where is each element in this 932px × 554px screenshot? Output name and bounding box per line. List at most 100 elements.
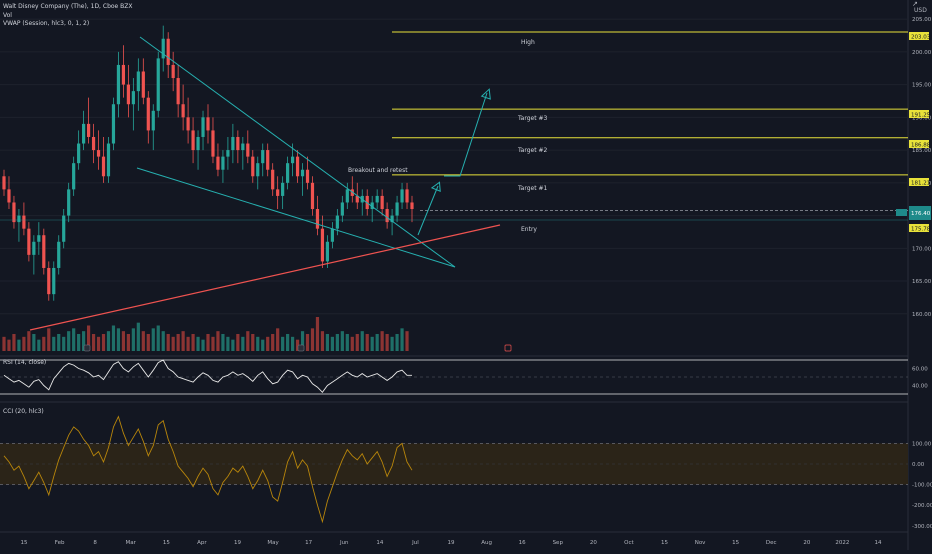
vwap-legend[interactable]: VWAP (Session, hlc3, 0, 1, 2)	[3, 20, 90, 27]
cci-axis: 100.00 0.00 -100.00 -200.00 -300.00	[912, 441, 932, 529]
volume-bar	[32, 334, 36, 351]
candle-body	[101, 156, 106, 177]
volume-bar	[305, 334, 310, 351]
candle-body	[131, 91, 135, 105]
time-tick-label: Mar	[126, 540, 137, 546]
candle-body	[47, 267, 51, 295]
volume-bar	[121, 331, 126, 351]
volume-bar	[181, 331, 185, 351]
volume-bar	[231, 339, 235, 351]
support-trendline[interactable]	[29, 224, 501, 331]
volume-bar	[136, 322, 140, 351]
last-price-marker	[896, 209, 907, 216]
projection-leg-2[interactable]	[444, 92, 488, 177]
volume-bar	[241, 336, 245, 351]
volume-bar	[221, 334, 225, 351]
cci-legend[interactable]: CCI (20, hlc3)	[3, 408, 44, 415]
candle-body	[161, 38, 165, 59]
dividend-marker-icon[interactable]	[83, 344, 91, 352]
candle-body	[271, 169, 275, 190]
event-marker-icon[interactable]	[504, 344, 512, 352]
currency-label[interactable]: USD	[914, 7, 927, 14]
time-axis[interactable]: 15 Feb 8 Mar 15 Apr 19 May 17 Jun 14 Jul 19 Aug 16 Sep 2…	[21, 540, 882, 546]
candle-body	[141, 71, 145, 98]
volume-bar	[216, 331, 220, 351]
time-tick-label: Apr	[197, 540, 207, 546]
volume-bar	[370, 336, 374, 351]
volume-bar	[315, 317, 320, 351]
volume-bar	[106, 331, 111, 351]
candle-body	[91, 136, 96, 151]
rsi-legend[interactable]: RSI (14, close)	[3, 359, 47, 366]
volume-bar	[290, 336, 295, 351]
candle-body	[335, 215, 339, 229]
candle-body	[286, 163, 290, 183]
volume-bar	[42, 336, 46, 351]
earnings-marker-icon[interactable]	[297, 344, 305, 352]
symbol-legend[interactable]: Walt Disney Company (The), 1D, Cboe BZX	[3, 3, 133, 10]
expand-icon[interactable]: ↗	[912, 0, 918, 8]
tag-target1-text: 181.21	[911, 181, 930, 187]
candle-body	[315, 209, 320, 229]
price-tick-label: 190.00	[912, 115, 932, 121]
volume-bar	[206, 334, 210, 351]
candle-body	[37, 235, 41, 242]
time-tick-label: Nov	[695, 540, 706, 546]
projection-leg-1[interactable]	[417, 185, 439, 236]
candle-body	[77, 143, 81, 164]
label-target2: Target #2	[517, 147, 547, 154]
price-tick-label: 205.00	[912, 17, 932, 23]
candlesticks	[2, 25, 414, 301]
volume-bar	[17, 339, 21, 351]
time-tick-label: 20	[803, 540, 810, 546]
candle-body	[266, 150, 270, 170]
candle-body	[320, 228, 325, 262]
volume-bar	[161, 331, 165, 351]
time-tick-label: 15	[21, 540, 28, 546]
candle-body	[12, 202, 16, 223]
rsi-tick-label: 40.00	[912, 384, 928, 390]
candle-body	[216, 156, 220, 170]
wedge-lower-trendline[interactable]	[136, 167, 456, 268]
time-tick-label: 16	[519, 540, 526, 546]
tag-last-price-text: 176.40	[911, 211, 931, 217]
candle-body	[186, 117, 190, 131]
tag-target1	[909, 178, 929, 186]
tag-target2	[909, 140, 929, 148]
volume-bar	[256, 336, 260, 351]
candle-body	[106, 143, 111, 177]
rsi-tick-label: 60.00	[912, 367, 928, 373]
candle-body	[305, 169, 310, 183]
volume-bar	[330, 336, 334, 351]
volume-bar	[325, 334, 330, 351]
price-tick-label: 195.00	[912, 83, 932, 89]
candle-body	[390, 215, 394, 223]
candle-body	[325, 241, 330, 262]
label-breakout: Breakout and retest	[348, 167, 408, 174]
price-tick-label: 200.00	[912, 50, 932, 56]
volume-bar	[47, 328, 51, 351]
volume-bar	[375, 334, 379, 351]
volume-bar	[52, 336, 56, 351]
candle-body	[156, 58, 160, 111]
wedge-upper-trendline[interactable]	[139, 36, 456, 268]
tag-target2-text: 186.88	[911, 143, 931, 149]
candle-body	[72, 163, 76, 190]
volume-bar	[27, 331, 31, 351]
volume-bar	[2, 336, 6, 351]
volume-bar	[151, 328, 155, 351]
volume-bar	[395, 334, 399, 351]
volume-legend[interactable]: Vol	[3, 12, 12, 19]
volume-bar	[86, 325, 91, 351]
candle-body	[256, 163, 260, 177]
candle-body	[410, 202, 414, 210]
candle-body	[111, 104, 116, 144]
label-high: High	[521, 39, 535, 46]
volume-bar	[96, 336, 101, 351]
time-tick-label: Jul	[411, 540, 419, 546]
volume-bar	[116, 328, 121, 351]
volume-bar	[82, 331, 86, 351]
volume-bar	[246, 331, 250, 351]
